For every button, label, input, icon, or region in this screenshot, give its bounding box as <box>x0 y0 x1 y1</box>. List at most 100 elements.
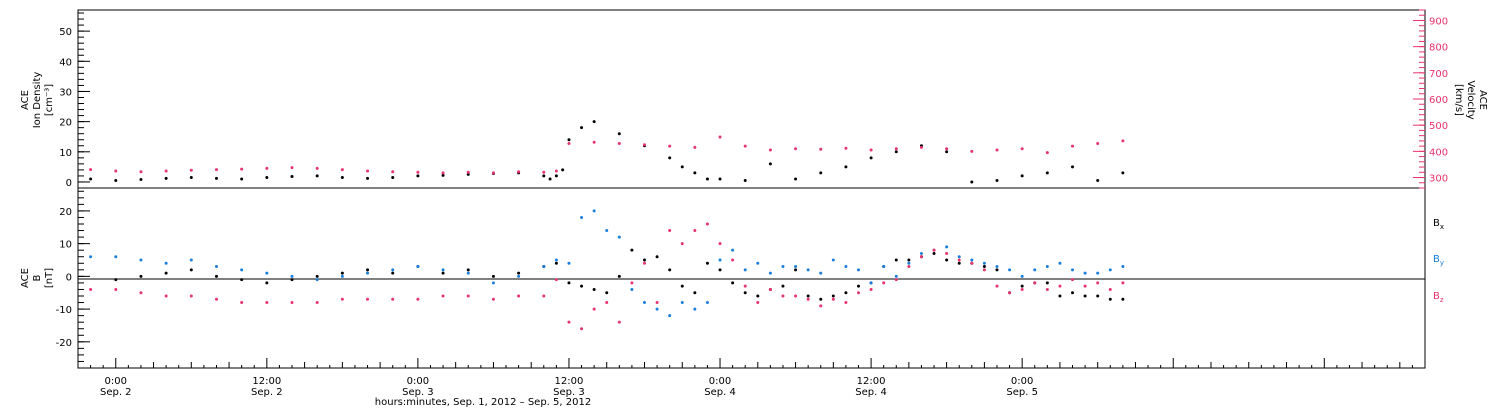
top-data-point <box>139 170 143 174</box>
top-data-point <box>441 171 445 175</box>
bottom-data-point <box>340 297 344 301</box>
bottom-data-point <box>882 265 886 269</box>
bottom-left-axis: -20 -10 0 10 20 <box>56 190 90 369</box>
bottom-data-point <box>240 268 244 272</box>
bottom-data-point <box>705 301 709 305</box>
bottom-data-point <box>844 301 848 305</box>
top-data-point <box>290 166 294 170</box>
top-data-point <box>617 142 621 145</box>
top-right-ylabel-line-3: [km/s] <box>1453 84 1464 116</box>
bottom-data-point <box>831 294 835 298</box>
legend-entry: Bx <box>1433 218 1444 231</box>
bottom-data-point <box>857 284 861 288</box>
top-data-point <box>1045 151 1049 155</box>
bottom-panel-marks <box>89 209 1125 331</box>
bottom-data-point <box>1083 284 1087 288</box>
x-tick-date-label: Sep. 2 <box>100 387 132 398</box>
bottom-data-point <box>919 255 923 259</box>
bottom-data-point <box>1083 294 1087 298</box>
bottom-data-point <box>1020 287 1024 291</box>
top-data-point <box>214 176 218 180</box>
bottom-data-point <box>592 287 596 291</box>
bottom-data-point <box>1121 297 1125 301</box>
top-data-point <box>819 171 823 175</box>
bottom-data-point <box>240 301 244 305</box>
top-data-point <box>164 176 168 180</box>
bottom-data-point <box>265 301 269 305</box>
top-data-point <box>554 174 558 178</box>
bottom-data-point <box>894 274 898 278</box>
bottom-data-point <box>781 284 785 288</box>
top-left-ylabel-line-2: Ion Density <box>32 72 43 129</box>
top-data-point <box>869 148 873 152</box>
top-data-point <box>894 150 898 154</box>
bottom-data-point <box>265 281 269 285</box>
bottom-data-point <box>554 258 558 262</box>
bottom-data-point <box>806 297 810 301</box>
bottom-data-point <box>1058 261 1062 265</box>
top-data-point <box>189 175 193 179</box>
top-left-ylabel-line-1: ACE <box>20 90 31 110</box>
bottom-data-point <box>290 301 294 305</box>
top-data-point <box>315 174 319 178</box>
bottom-data-point <box>869 281 873 285</box>
legend: Bx By Bz <box>1433 218 1444 304</box>
bottom-data-point <box>731 248 735 252</box>
bottom-data-point <box>265 271 269 275</box>
bottom-data-point <box>982 261 986 265</box>
bottom-data-point <box>1108 287 1112 291</box>
bottom-data-point <box>642 261 646 265</box>
bottom-data-point <box>957 255 961 259</box>
bottom-data-point <box>819 304 823 308</box>
top-data-point <box>441 173 445 177</box>
bottom-data-point <box>781 294 785 298</box>
top-data-point <box>642 143 646 147</box>
top-data-point <box>844 146 848 150</box>
top-right-tick-label: 500 <box>1429 121 1448 132</box>
bottom-data-point <box>919 251 923 255</box>
top-data-point <box>315 166 319 170</box>
bottom-data-point <box>1071 268 1075 272</box>
bottom-data-point <box>580 284 584 288</box>
bottom-data-point <box>491 297 495 301</box>
top-data-point <box>548 177 552 181</box>
bottom-data-point <box>630 287 634 291</box>
bottom-data-point <box>214 274 218 278</box>
top-data-point <box>718 177 722 181</box>
x-tick-time-label: 0:00 <box>1011 376 1033 387</box>
top-data-point <box>1121 139 1125 143</box>
bottom-left-tick-label: -20 <box>56 338 72 349</box>
top-data-point <box>1071 165 1075 169</box>
top-data-point <box>970 180 974 184</box>
bottom-data-point <box>441 271 445 275</box>
bottom-left-ylabel-line-2: B <box>32 274 43 281</box>
bottom-data-point <box>768 271 772 275</box>
bottom-data-point <box>894 278 898 282</box>
top-data-point <box>416 170 420 174</box>
top-right-tick-label: 600 <box>1429 95 1448 106</box>
top-data-point <box>214 168 218 172</box>
bottom-data-point <box>441 294 445 298</box>
top-data-point <box>567 142 571 145</box>
bottom-data-point <box>882 281 886 285</box>
bottom-data-point <box>995 284 999 288</box>
bottom-data-point <box>680 284 684 288</box>
bottom-data-point <box>139 274 143 278</box>
bottom-data-point <box>1108 268 1112 272</box>
top-data-point <box>693 171 697 175</box>
bottom-data-point <box>907 258 911 262</box>
top-right-ylabel: ACE Velocity [km/s] <box>1453 80 1488 119</box>
bottom-data-point <box>655 301 659 305</box>
top-data-point <box>1045 171 1049 175</box>
top-data-point <box>1096 142 1100 145</box>
top-data-point <box>114 178 118 182</box>
bottom-data-point <box>844 291 848 295</box>
top-data-point <box>919 145 923 149</box>
top-left-tick-label: 10 <box>59 148 72 159</box>
bottom-data-point <box>139 291 143 295</box>
bottom-data-point <box>857 291 861 295</box>
bottom-data-point <box>831 297 835 301</box>
bottom-data-point <box>642 301 646 305</box>
